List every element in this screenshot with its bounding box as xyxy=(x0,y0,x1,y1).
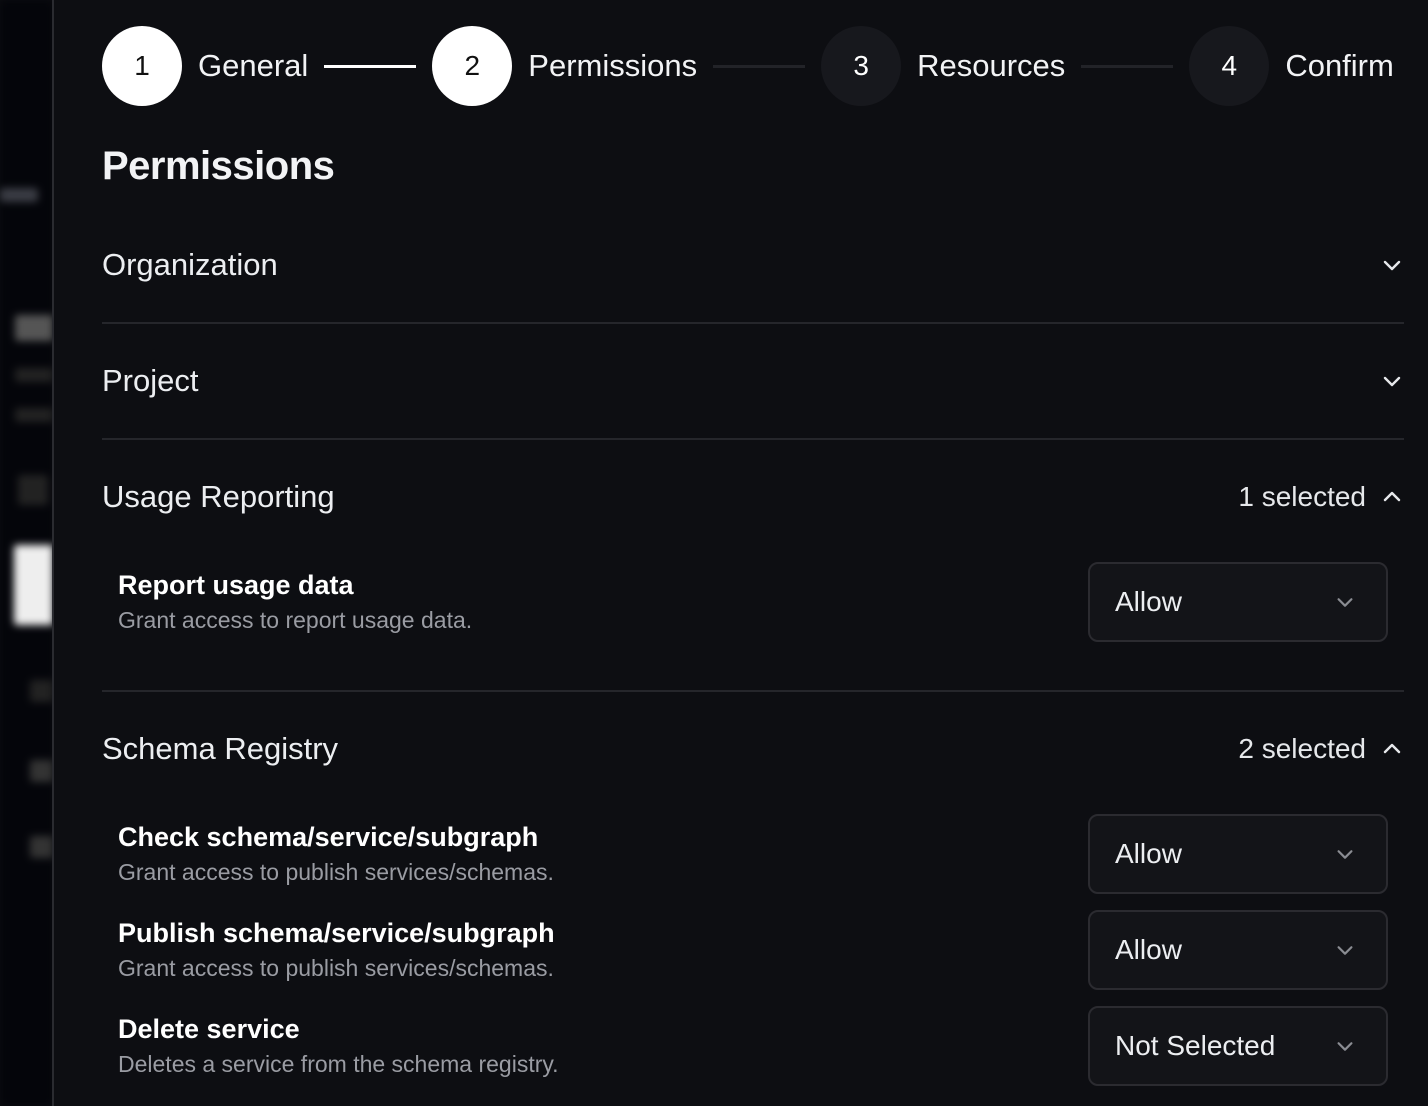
section-header[interactable]: Organization xyxy=(102,208,1404,322)
divider xyxy=(102,322,1404,324)
permission-row: Delete service Deletes a service from the… xyxy=(102,998,1404,1094)
permission-select[interactable]: Allow xyxy=(1088,814,1388,894)
permission-sections: Organization Project Usage Reporting 1 sele… xyxy=(102,208,1404,1094)
permission-row: Publish schema/service/subgraph Grant acc… xyxy=(102,902,1404,998)
panel-divider xyxy=(52,0,54,1106)
permission-title: Publish schema/service/subgraph xyxy=(118,918,555,948)
section-title: Schema Registry xyxy=(102,731,339,766)
permission-description: Deletes a service from the schema regist… xyxy=(118,1051,559,1077)
section-title: Project xyxy=(102,363,199,398)
step-label: Resources xyxy=(917,48,1066,83)
divider xyxy=(102,438,1404,440)
permission-description: Grant access to report usage data. xyxy=(118,607,473,633)
section-header[interactable]: Usage Reporting 1 selected xyxy=(102,440,1404,554)
section-organization: Organization xyxy=(102,208,1404,324)
chevron-up-icon[interactable] xyxy=(1380,485,1404,509)
step-permissions[interactable]: 2 Permissions xyxy=(432,26,697,106)
page-title: Permissions xyxy=(102,144,335,188)
permission-title: Delete service xyxy=(118,1014,300,1044)
select-value: Allow xyxy=(1115,838,1182,869)
blurred-background-page xyxy=(0,0,53,1106)
permission-select[interactable]: Not Selected xyxy=(1088,1006,1388,1086)
step-resources[interactable]: 3 Resources xyxy=(821,26,1065,106)
permissions-panel: 1 General 2 Permissions 3 Resources 4 Confirm P… xyxy=(54,0,1428,1106)
section-header[interactable]: Schema Registry 2 selected xyxy=(102,692,1404,806)
selected-count: 1 selected xyxy=(1238,481,1366,512)
section-schema-registry: Schema Registry 2 selected Check schema/se… xyxy=(102,692,1404,1094)
step-label: Confirm xyxy=(1285,48,1394,83)
section-usage-reporting: Usage Reporting 1 selected Report usage da… xyxy=(102,440,1404,692)
step-label: General xyxy=(198,48,309,83)
step-connector xyxy=(324,64,417,68)
select-value: Allow xyxy=(1115,586,1182,617)
divider xyxy=(102,690,1404,692)
chevron-down-icon xyxy=(1337,850,1353,859)
stepper: 1 General 2 Permissions 3 Resources 4 Confirm xyxy=(102,26,1394,106)
chevron-down-icon xyxy=(1337,946,1353,955)
permission-row: Report usage data Grant access to report … xyxy=(102,554,1404,650)
permission-row: Check schema/service/subgraph Grant acces… xyxy=(102,806,1404,902)
chevron-down-icon[interactable] xyxy=(1380,253,1404,277)
section-title: Organization xyxy=(102,247,278,282)
step-number: 4 xyxy=(1189,26,1270,106)
step-label: Permissions xyxy=(528,48,698,83)
step-connector xyxy=(1081,64,1174,68)
step-number: 3 xyxy=(821,26,902,106)
chevron-down-icon xyxy=(1337,1042,1353,1051)
chevron-down-icon xyxy=(1337,598,1353,607)
permission-title: Report usage data xyxy=(118,570,354,600)
section-title: Usage Reporting xyxy=(102,479,335,514)
select-value: Allow xyxy=(1115,934,1182,965)
permission-select[interactable]: Allow xyxy=(1088,562,1388,642)
permission-title: Check schema/service/subgraph xyxy=(118,822,539,852)
section-project: Project xyxy=(102,324,1404,440)
permission-description: Grant access to publish services/schemas… xyxy=(118,955,554,981)
chevron-down-icon[interactable] xyxy=(1380,369,1404,393)
permission-select[interactable]: Allow xyxy=(1088,910,1388,990)
step-number: 1 xyxy=(102,26,182,106)
chevron-up-icon[interactable] xyxy=(1380,737,1404,761)
step-confirm[interactable]: 4 Confirm xyxy=(1189,26,1394,106)
step-number: 2 xyxy=(432,26,513,106)
section-header[interactable]: Project xyxy=(102,324,1404,438)
select-value: Not Selected xyxy=(1115,1030,1276,1061)
step-general[interactable]: 1 General xyxy=(102,26,308,106)
step-connector xyxy=(713,64,806,68)
selected-count: 2 selected xyxy=(1238,733,1366,764)
permission-description: Grant access to publish services/schemas… xyxy=(118,859,554,885)
